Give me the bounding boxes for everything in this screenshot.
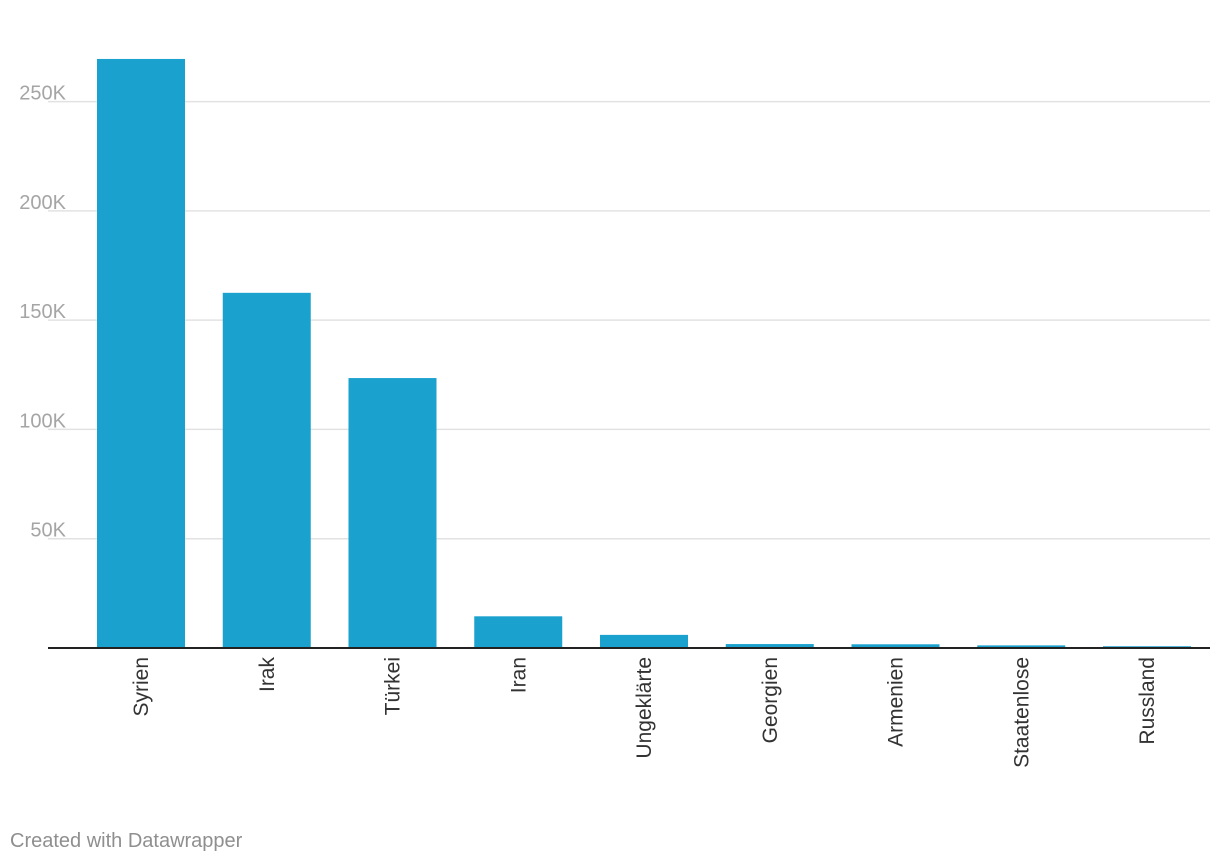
y-tick-label: 50K [30,520,66,542]
y-tick-label: 250K [19,83,66,105]
x-tick-label: Ungeklärte [633,657,656,759]
bar-türkei [348,378,437,648]
x-tick-label: Armenien [885,657,908,747]
x-tick-label: Georgien [759,657,782,743]
x-tick-label: Iran [507,657,530,693]
bar-armenien [851,644,940,648]
x-tick-label: Irak [256,657,279,693]
bar-georgien [725,644,814,648]
footer-credit: Created with Datawrapper [10,830,243,852]
y-tick-label: 200K [19,192,66,214]
bar-syrien [97,58,185,648]
bar-ungeklärte [600,634,688,648]
x-tick-label: Türkei [382,657,405,715]
x-axis-ticks: Syrien Irak Türkei Iran Ungeklärte Georgien Ar… [130,657,1159,768]
bar-irak [222,292,311,648]
y-tick-label: 150K [19,301,66,323]
x-tick-label: Russland [1136,657,1159,745]
y-tick-label: 100K [19,410,66,432]
x-tick-label: Staatenlose [1010,657,1033,768]
y-axis-ticks: 50K 100K 150K 200K 250K [19,83,66,542]
bar-staatenlose [977,645,1066,648]
bars [97,58,1191,648]
grid-lines [48,100,1210,540]
x-tick-label: Syrien [130,657,153,717]
bar-iran [474,616,563,648]
